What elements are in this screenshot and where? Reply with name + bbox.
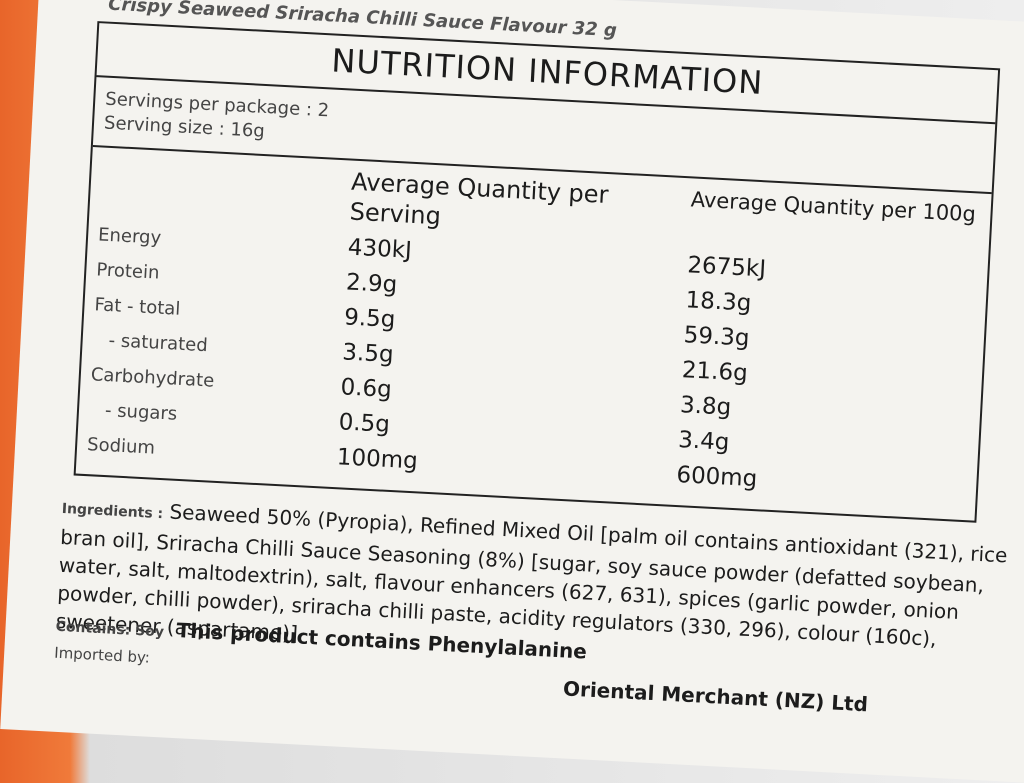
imported-by: Imported by: <box>53 643 151 667</box>
importer: Oriental Merchant (NZ) Ltd <box>562 676 869 717</box>
nutrition-panel: NUTRITION INFORMATION Servings per packa… <box>73 21 1001 523</box>
ingredients-label: Ingredients : <box>61 500 164 523</box>
contains-label: Contains: Soy <box>55 618 165 641</box>
nutrition-table: Average Quantity per Serving Average Qua… <box>76 147 992 521</box>
